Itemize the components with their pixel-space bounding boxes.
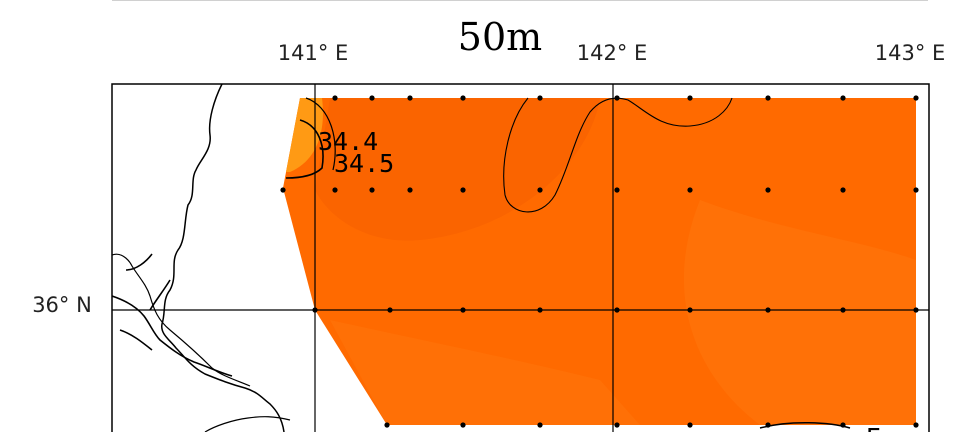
map-frame: [111, 83, 930, 437]
contour-34-4: [285, 119, 324, 179]
river-network: [112, 253, 233, 377]
contour-label-34-4: 34.4: [318, 127, 378, 156]
field-shade-right: [683, 200, 916, 425]
station-markers: [280, 95, 919, 428]
contour-34-5: [305, 97, 336, 171]
lon-label-141: 141° E: [278, 41, 349, 65]
contour-middle-loop: [503, 97, 733, 213]
lon-label-143: 143° E: [875, 41, 946, 65]
lat-label-36: 36° N: [32, 293, 92, 317]
lon-label-142: 142° E: [577, 41, 648, 65]
contour-label-34-5: 34.5: [334, 149, 394, 178]
bottom-coast: [204, 416, 291, 433]
field-shade-lower: [330, 320, 640, 425]
depth-title: 50m: [458, 15, 542, 59]
clipped-contour-glyph: E: [866, 423, 881, 432]
coastline: [161, 84, 285, 433]
coastline-inner: [112, 253, 251, 387]
field-shade-upper: [315, 98, 600, 241]
map-frame-group: 34.4 34.5 E: [111, 83, 930, 437]
field-nearshore-patch: [286, 98, 323, 172]
